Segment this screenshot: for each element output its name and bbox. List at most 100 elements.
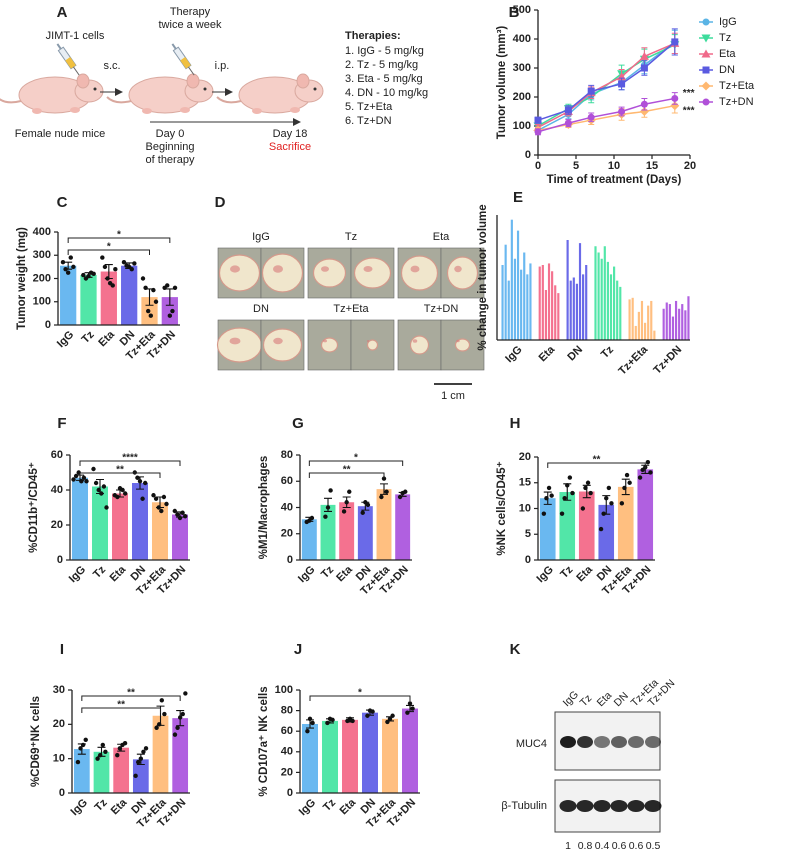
marker bbox=[564, 106, 572, 114]
band bbox=[611, 736, 627, 748]
significance-label: ** bbox=[127, 688, 135, 699]
data-point bbox=[83, 737, 88, 742]
bar bbox=[572, 277, 575, 340]
bar bbox=[60, 265, 77, 325]
marker bbox=[640, 64, 648, 72]
data-point bbox=[103, 749, 108, 754]
bar bbox=[653, 330, 656, 340]
panel-letter: C bbox=[57, 194, 68, 211]
error-bar bbox=[366, 709, 374, 716]
bar bbox=[132, 483, 148, 560]
therapy-item: 2. Tz - 5 mg/kg bbox=[345, 59, 418, 71]
band bbox=[593, 800, 611, 812]
band bbox=[577, 736, 593, 748]
label: Day 0 bbox=[156, 128, 185, 140]
bar bbox=[575, 283, 578, 340]
y-tick-label: 0 bbox=[57, 554, 63, 566]
tumor bbox=[262, 328, 303, 362]
x-tick-label: Tz bbox=[319, 563, 336, 580]
significance-bracket bbox=[309, 695, 411, 701]
photo-label: Tz bbox=[345, 231, 357, 243]
error-bar bbox=[306, 719, 314, 729]
x-tick-label: IgG bbox=[67, 564, 88, 585]
bar bbox=[603, 246, 606, 340]
data-point bbox=[365, 502, 371, 508]
data-point bbox=[403, 489, 408, 494]
bar bbox=[322, 720, 338, 793]
y-tick-label: 20 bbox=[281, 766, 293, 778]
mouse-icon bbox=[216, 73, 324, 115]
x-tick-label: IgG bbox=[534, 564, 555, 585]
bar bbox=[92, 486, 108, 560]
y-axis-label: Tumor volume (mm³) bbox=[496, 26, 508, 140]
data-point bbox=[73, 473, 79, 479]
data-point bbox=[310, 720, 315, 726]
photo-label: Eta bbox=[433, 231, 450, 243]
y-axis-label: % change in tumor volume bbox=[477, 204, 489, 350]
bar bbox=[559, 492, 576, 560]
bar bbox=[609, 274, 613, 340]
significance-label: ** bbox=[117, 700, 125, 711]
tumor bbox=[216, 327, 263, 363]
data-point bbox=[115, 753, 120, 758]
marker bbox=[618, 108, 626, 115]
data-point bbox=[598, 526, 604, 532]
y-tick-label: 400 bbox=[513, 33, 531, 45]
band bbox=[576, 800, 594, 812]
y-tick-label: 0 bbox=[45, 319, 51, 331]
panel-letter: H bbox=[510, 415, 521, 432]
marker bbox=[618, 80, 626, 88]
x-tick-label: Tz bbox=[91, 563, 108, 580]
legend-label: Tz+DN bbox=[719, 96, 754, 108]
bar bbox=[684, 310, 687, 340]
data-point bbox=[167, 313, 173, 318]
data-point bbox=[68, 255, 73, 260]
bar bbox=[650, 300, 653, 340]
tumor bbox=[400, 255, 439, 291]
y-tick-label: 20 bbox=[519, 451, 531, 463]
tumor bbox=[409, 335, 430, 355]
y-tick-label: 100 bbox=[513, 120, 531, 132]
error-bar bbox=[543, 491, 552, 505]
bar bbox=[73, 749, 90, 793]
x-tick-label: IgG bbox=[69, 797, 90, 818]
data-point bbox=[172, 508, 177, 514]
data-point bbox=[101, 484, 107, 489]
y-tick-label: 60 bbox=[51, 449, 63, 461]
lane-label: Eta bbox=[595, 689, 615, 709]
x-tick-label: 20 bbox=[684, 160, 696, 172]
y-axis-label: %NK cells/CD45⁺ bbox=[496, 461, 508, 555]
legend-marker bbox=[701, 81, 711, 91]
bar bbox=[402, 708, 418, 793]
marker bbox=[670, 101, 680, 111]
error-bar bbox=[398, 491, 407, 497]
data-point bbox=[100, 742, 106, 748]
x-tick-label: Tz bbox=[558, 563, 575, 580]
data-point bbox=[133, 773, 138, 779]
error-bar bbox=[96, 478, 104, 495]
bar bbox=[578, 243, 582, 340]
data-point bbox=[175, 512, 180, 517]
tumor bbox=[366, 339, 379, 351]
bar bbox=[597, 252, 600, 340]
y-tick-label: 0 bbox=[287, 554, 293, 566]
bar bbox=[606, 261, 609, 340]
significance-label: * bbox=[107, 242, 111, 253]
data-point bbox=[146, 308, 151, 314]
panel-letter: B bbox=[509, 4, 520, 21]
bar bbox=[513, 258, 517, 340]
bar bbox=[600, 258, 603, 340]
significance-label: * bbox=[117, 230, 121, 241]
data-point bbox=[135, 475, 140, 480]
bar bbox=[619, 286, 622, 340]
bar bbox=[376, 489, 392, 560]
bar bbox=[152, 502, 168, 560]
y-tick-label: 80 bbox=[281, 705, 293, 717]
bar bbox=[617, 486, 634, 560]
error-bar bbox=[176, 710, 185, 727]
y-tick-label: 40 bbox=[281, 501, 293, 513]
lane-label: DN bbox=[612, 690, 631, 709]
significance-bracket bbox=[308, 460, 404, 466]
data-point bbox=[140, 276, 146, 281]
row-label: MUC4 bbox=[516, 738, 547, 750]
